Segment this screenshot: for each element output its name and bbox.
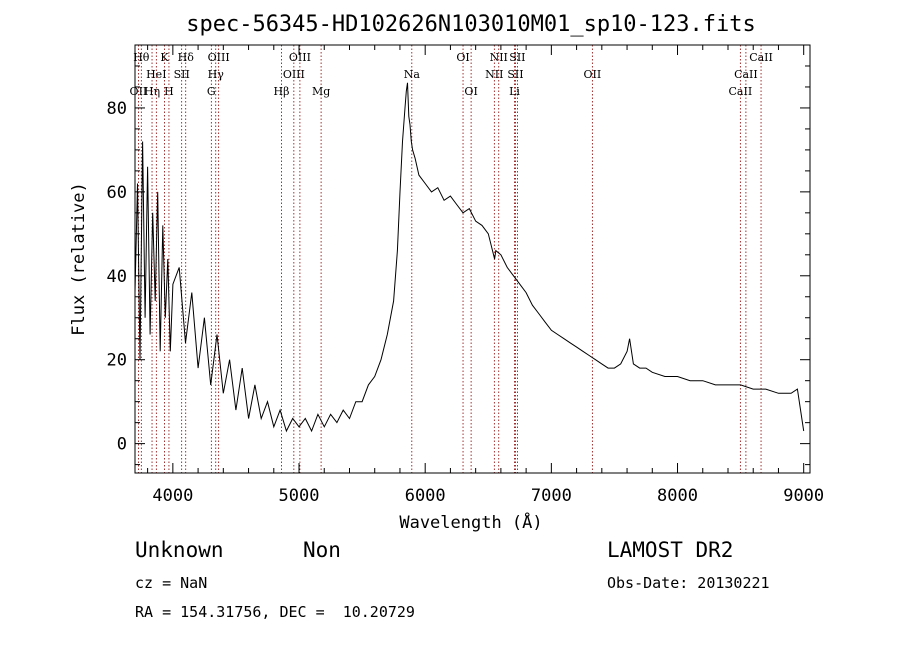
marker-label: H <box>164 85 174 98</box>
marker-label: OIII <box>289 51 311 64</box>
marker-label: SII <box>507 68 523 81</box>
x-tick-label: 5000 <box>279 486 320 506</box>
marker-label: OI <box>464 85 477 98</box>
x-tick-label: 9000 <box>783 486 824 506</box>
marker-label: CaII <box>729 85 753 98</box>
marker-label: G <box>207 85 216 98</box>
marker-label: Hγ <box>208 68 225 81</box>
x-axis-label: Wavelength (Å) <box>399 511 542 533</box>
marker-label: NII <box>485 68 503 81</box>
marker-label: Hδ <box>178 51 195 64</box>
survey-name: LAMOST DR2 <box>607 538 734 562</box>
marker-label: Na <box>404 68 421 81</box>
coordinates: RA = 154.31756, DEC = 10.20729 <box>135 603 415 621</box>
marker-label: OII <box>584 68 602 81</box>
marker-labels: OIIHθHηHeIKHSIIHδGHγOIIIHβOIIIOIIIMgNaOI… <box>130 51 773 98</box>
marker-label: OI <box>456 51 469 64</box>
marker-label: Hβ <box>274 85 290 98</box>
marker-label: SII <box>509 51 525 64</box>
y-tick-label: 80 <box>107 99 127 119</box>
y-axis-label: Flux (relative) <box>69 182 89 336</box>
x-axis-ticks: 4000 5000 6000 7000 8000 9000 <box>147 45 824 506</box>
marker-label: OIII <box>283 68 305 81</box>
marker-label: CaII <box>734 68 758 81</box>
object-class: Unknown <box>135 538 224 562</box>
object-subclass: Non <box>303 538 341 562</box>
x-tick-label: 4000 <box>152 486 193 506</box>
spectrum-line <box>134 82 805 433</box>
marker-label: NII <box>490 51 508 64</box>
x-tick-label: 7000 <box>531 486 572 506</box>
y-tick-label: 0 <box>117 435 127 455</box>
marker-label: Li <box>509 85 520 98</box>
y-tick-label: 20 <box>107 351 127 371</box>
chart-title: spec-56345-HD102626N103010M01_sp10-123.f… <box>186 12 756 37</box>
marker-label: Mg <box>312 85 330 98</box>
marker-label: CaII <box>749 51 773 64</box>
redshift-cz: cz = NaN <box>135 574 208 592</box>
plot-frame <box>134 44 811 474</box>
marker-lines <box>138 45 762 473</box>
x-tick-label: 6000 <box>405 486 446 506</box>
observation-date: Obs-Date: 20130221 <box>607 574 770 592</box>
x-tick-label: 8000 <box>657 486 698 506</box>
marker-label: HeI <box>146 68 166 81</box>
marker-label: SII <box>174 68 190 81</box>
marker-label: OII <box>130 85 148 98</box>
y-axis-ticks: 0 20 40 60 80 <box>107 65 810 466</box>
marker-label: Hθ <box>133 51 150 64</box>
y-tick-label: 40 <box>107 267 127 287</box>
y-tick-label: 60 <box>107 183 127 203</box>
marker-label: Hη <box>144 85 160 98</box>
marker-label: OIII <box>208 51 230 64</box>
marker-label: K <box>160 51 169 64</box>
